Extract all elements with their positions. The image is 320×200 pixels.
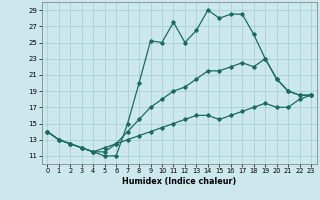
- X-axis label: Humidex (Indice chaleur): Humidex (Indice chaleur): [122, 177, 236, 186]
